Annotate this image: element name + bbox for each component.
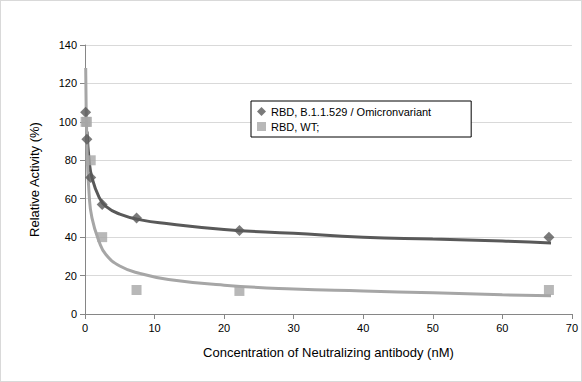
svg-text:60: 60 xyxy=(65,193,77,205)
svg-text:100: 100 xyxy=(59,116,77,128)
svg-text:70: 70 xyxy=(566,322,578,334)
svg-text:40: 40 xyxy=(357,322,369,334)
svg-text:0: 0 xyxy=(71,308,77,320)
svg-text:Concentration of Neutralizing: Concentration of Neutralizing antibody (… xyxy=(203,345,454,360)
svg-text:80: 80 xyxy=(65,154,77,166)
svg-text:30: 30 xyxy=(288,322,300,334)
svg-text:RBD, B.1.1.529 / Omicronvarian: RBD, B.1.1.529 / Omicronvariant xyxy=(271,106,431,118)
svg-text:40: 40 xyxy=(65,231,77,243)
svg-text:140: 140 xyxy=(59,39,77,51)
svg-text:Relative Activity (%): Relative Activity (%) xyxy=(27,122,42,237)
svg-text:60: 60 xyxy=(496,322,508,334)
svg-text:0: 0 xyxy=(82,322,88,334)
svg-text:10: 10 xyxy=(148,322,160,334)
svg-text:RBD, WT;: RBD, WT; xyxy=(271,121,319,133)
svg-text:20: 20 xyxy=(218,322,230,334)
svg-text:20: 20 xyxy=(65,270,77,282)
svg-text:120: 120 xyxy=(59,77,77,89)
svg-text:50: 50 xyxy=(427,322,439,334)
